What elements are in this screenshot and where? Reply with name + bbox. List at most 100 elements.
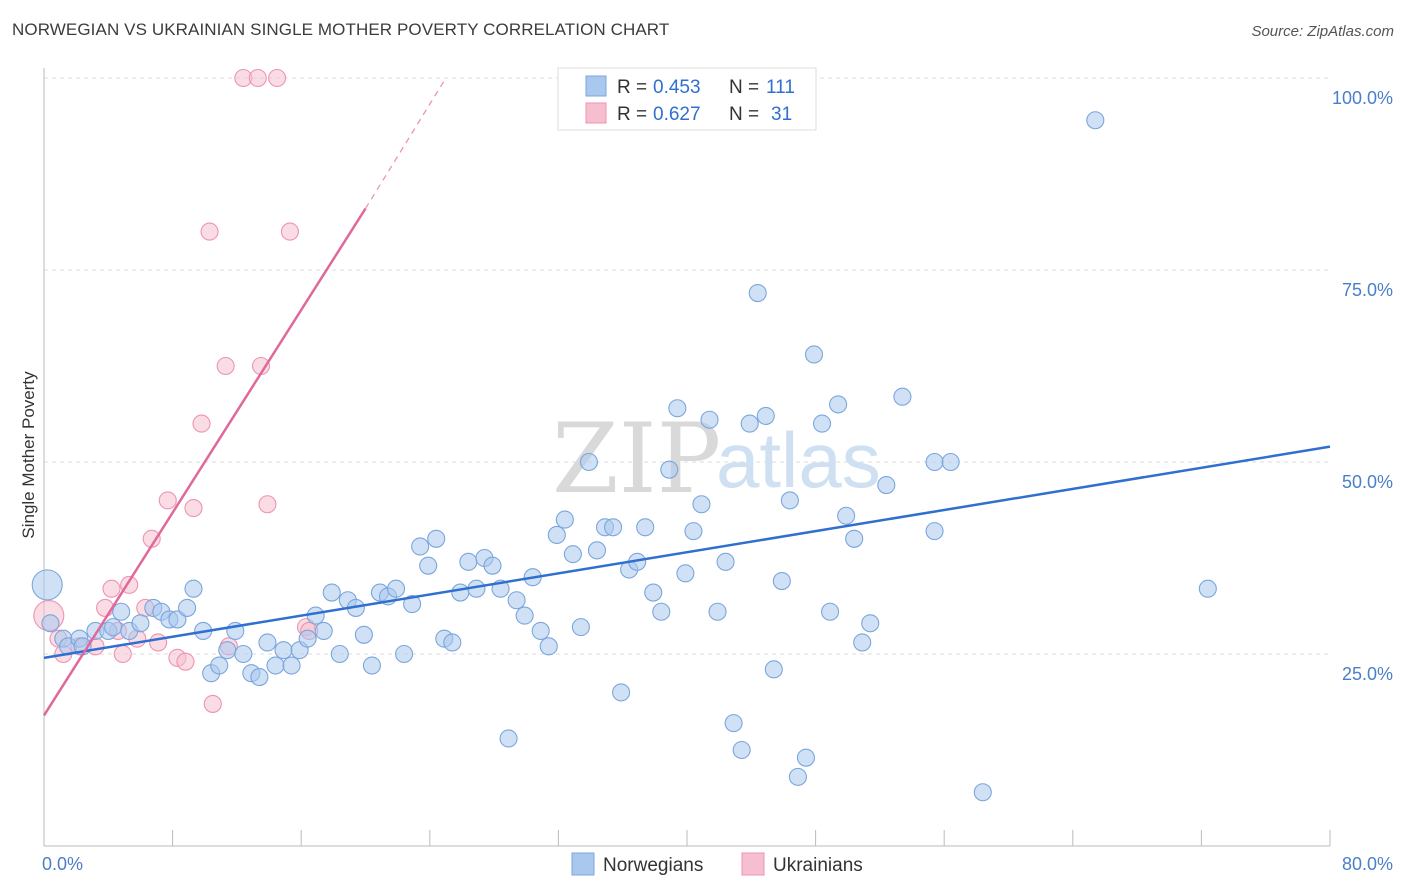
norwegian-point [563,545,582,564]
legend-swatch-norwegians [585,75,607,97]
norwegian-point [660,460,679,479]
norwegian-point [861,614,880,633]
ukrainian-point [280,222,299,241]
norwegian-point [258,633,277,652]
ukrainian-point [158,491,177,510]
norwegian-point [282,656,301,675]
norwegian-point [837,506,856,525]
x-tick-label-max: 80.0% [1342,854,1393,874]
norwegian-point [772,571,791,591]
norwegian-point [386,579,406,598]
norwegian-point [1198,579,1217,598]
norwegian-point [804,345,824,364]
y-axis-tick-labels: 25.0% 50.0% 75.0% 100.0% [1332,88,1393,684]
norwegian-point [604,518,623,537]
norwegian-point [1086,111,1105,130]
norwegian-point [234,644,253,664]
ukrainians-trend-line [42,207,367,717]
norwegian-point [168,610,187,629]
ukrainian-point [149,633,168,652]
norwegian-point [112,602,131,621]
ukrainian-point [268,68,287,88]
norwegian-point [812,414,832,433]
norwegian-point [877,475,896,495]
norwegian-point [395,644,414,664]
ukrainian-point [102,579,121,598]
norwegian-point [845,529,864,548]
norwegian-point [459,552,478,571]
norwegian-point [31,569,63,601]
legend-r-value-2: 0.627 [653,104,701,125]
norwegian-point [314,621,333,641]
norwegian-point [178,598,197,617]
norwegian-point [362,656,381,675]
norwegian-point [708,602,727,621]
norwegian-point [925,452,944,472]
x-tick-label-min: 0.0% [42,854,83,874]
norwegian-point [764,660,783,679]
norwegian-point [571,618,590,637]
norwegian-point [692,495,711,514]
ukrainian-point [200,222,219,241]
norwegian-point [131,614,150,633]
norwegian-point [676,564,695,583]
ukrainian-point [258,495,277,514]
norwegian-point [636,518,655,537]
norwegian-point [756,406,775,425]
norwegian-point [579,452,598,472]
ukrainian-point [248,68,267,88]
norwegian-point [547,525,566,545]
norwegian-point [587,541,607,560]
norwegian-point [41,614,60,633]
ukrainian-point [184,499,203,518]
norwegian-point [716,552,735,571]
norwegian-point [780,491,799,510]
source-label: Source: ZipAtlas.com [1251,23,1394,40]
x-axis-ticks [43,830,1331,846]
chart-title: NORWEGIAN VS UKRAINIAN SINGLE MOTHER POV… [12,20,670,39]
norwegian-point [411,537,430,556]
norwegian-point [354,625,373,644]
norwegian-point [499,729,518,748]
legend-r-value-1: 0.453 [653,77,701,98]
y-tick-label-50: 50.0% [1342,472,1393,492]
norwegian-point [748,283,767,303]
norwegian-point [210,656,229,675]
norwegian-point [531,621,550,641]
norwegian-point [644,583,663,602]
norwegian-point [853,633,872,652]
norwegian-point [507,591,526,610]
legend-n-value-2: 31 [771,104,792,125]
norwegian-point [740,414,759,433]
norwegian-point [274,641,293,660]
norwegian-point [451,583,470,602]
norwegian-point [322,583,341,602]
norwegian-point [443,633,462,652]
ukrainians-trend-extension [364,77,447,209]
bottom-legend-swatch-norwegians [571,852,595,876]
norwegian-point [403,595,422,614]
y-tick-label-75: 75.0% [1342,280,1393,300]
norwegian-point [684,522,703,541]
norwegian-point [184,579,203,598]
watermark: ZIP atlas [552,403,881,515]
norwegian-point [539,637,558,656]
norwegian-point [427,529,446,548]
norwegian-point [306,606,325,625]
legend-n-value-1: 111 [766,77,795,98]
norwegian-point [298,629,317,648]
ukrainian-point [176,652,195,671]
norwegian-point [732,740,751,760]
norwegian-point [788,767,807,786]
norwegian-point [700,410,719,429]
norwegian-point [555,510,574,529]
norwegian-point [973,783,992,802]
norwegian-point [796,748,816,767]
norwegian-point [941,452,960,472]
norwegian-point [218,641,237,660]
ukrainian-point [216,356,235,376]
norwegian-point [893,387,912,406]
norwegians-points [31,111,1217,802]
norwegian-point [330,644,349,664]
